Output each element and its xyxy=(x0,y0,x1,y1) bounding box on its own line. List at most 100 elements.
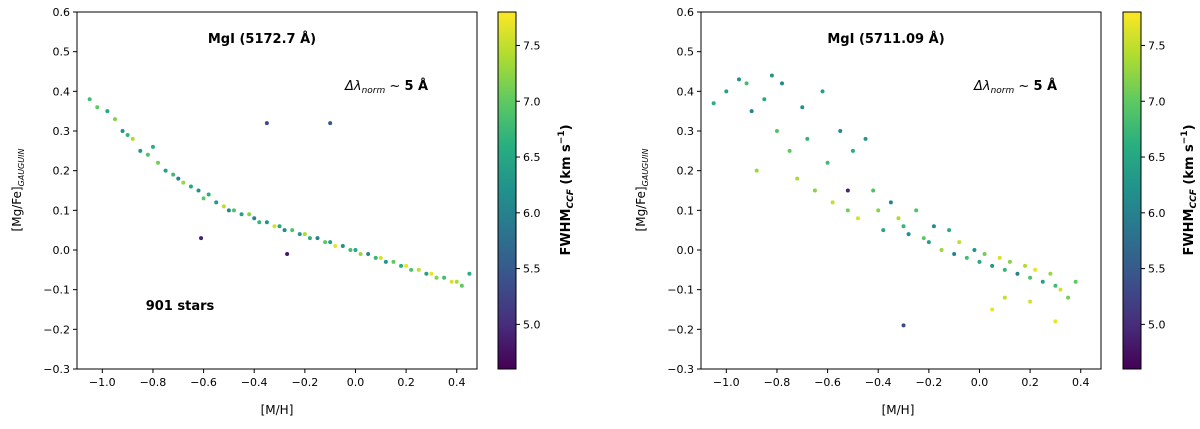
right-data-point xyxy=(787,148,792,153)
right-data-point xyxy=(881,228,886,233)
left-data-point xyxy=(138,148,143,153)
right-data-point xyxy=(947,228,952,233)
left-data-point xyxy=(264,121,269,126)
right-data-point xyxy=(1002,295,1007,300)
left-colorbar-tick-label: 5.0 xyxy=(523,318,541,331)
right-data-point xyxy=(724,89,729,94)
left-y-tick-label: 0.1 xyxy=(53,204,71,217)
left-data-point xyxy=(315,236,320,241)
left-data-point xyxy=(130,136,135,141)
left-data-point xyxy=(181,180,186,185)
right-data-point xyxy=(805,136,810,141)
left-data-point xyxy=(163,168,168,173)
left-data-point xyxy=(378,255,383,260)
right-data-point xyxy=(876,208,881,213)
left-data-point xyxy=(226,208,231,213)
left-points xyxy=(87,97,472,288)
right-data-point xyxy=(901,224,906,229)
left-data-point xyxy=(297,232,302,237)
right-data-point xyxy=(1053,319,1058,324)
left-data-point xyxy=(416,267,421,272)
right-scatter-panel: −1.0 −0.8 −0.6 −0.4 −0.2 0.0 0.2 0.4 −0.3−0.2−0… xyxy=(634,6,1199,417)
left-data-point xyxy=(358,251,363,256)
right-data-point xyxy=(795,176,800,181)
left-data-point xyxy=(201,196,206,201)
right-axes-frame xyxy=(700,11,1102,370)
left-data-point xyxy=(307,236,312,241)
right-data-point xyxy=(1015,271,1020,276)
left-data-point xyxy=(125,132,130,137)
right-data-point xyxy=(1023,263,1028,268)
left-x-tick-label: −0.2 xyxy=(291,376,318,389)
left-y-tick-label: 0.0 xyxy=(53,244,71,257)
left-x-ticks: −1.0 −0.8 −0.6 −0.4 −0.2 0.0 0.2 0.4 xyxy=(89,369,465,389)
left-x-tick-label: −0.4 xyxy=(241,376,268,389)
right-y-tick-label: −0.1 xyxy=(667,284,694,297)
left-x-tick-label: −0.8 xyxy=(140,376,167,389)
right-data-point xyxy=(977,259,982,264)
right-data-point xyxy=(1040,279,1045,284)
left-data-point xyxy=(383,259,388,264)
left-data-point xyxy=(252,216,257,221)
right-colorbar-tick-label: 5.5 xyxy=(1148,263,1166,276)
left-axes-frame xyxy=(76,11,478,370)
left-data-point xyxy=(247,212,252,217)
right-data-point xyxy=(845,208,850,213)
left-x-label: [M/H] xyxy=(261,403,294,417)
right-data-point xyxy=(939,248,944,252)
right-data-point xyxy=(972,248,977,252)
left-y-tick-label: −0.2 xyxy=(43,323,70,336)
left-data-point xyxy=(399,263,404,268)
right-data-point xyxy=(855,216,860,221)
right-x-tick-label: 0.0 xyxy=(971,376,989,389)
left-colorbar-ticks: 5.0 5.5 6.0 6.5 7.0 7.5 xyxy=(516,39,541,331)
right-x-tick-label: −0.2 xyxy=(915,376,942,389)
right-data-point xyxy=(1058,287,1063,292)
left-data-point xyxy=(95,105,100,110)
right-data-point xyxy=(845,188,850,193)
right-data-point xyxy=(825,160,830,165)
left-data-point xyxy=(348,248,353,252)
left-data-point xyxy=(424,271,429,276)
left-data-point xyxy=(257,220,262,225)
right-y-tick-label: −0.2 xyxy=(667,323,694,336)
right-data-point xyxy=(711,101,716,106)
right-y-tick-label: 0.6 xyxy=(677,6,695,19)
left-data-point xyxy=(221,204,226,209)
right-data-point xyxy=(830,200,835,205)
left-x-tick-label: −1.0 xyxy=(89,376,116,389)
right-annotation: Δλnorm ~ 5 Å xyxy=(973,78,1057,96)
left-data-point xyxy=(188,184,193,189)
right-data-point xyxy=(888,200,893,205)
right-y-tick-label: 0.5 xyxy=(677,46,695,59)
left-data-point xyxy=(272,224,277,229)
left-data-point xyxy=(409,267,414,272)
left-data-point xyxy=(404,263,409,268)
right-data-point xyxy=(964,255,969,260)
left-data-point xyxy=(231,208,236,213)
right-data-point xyxy=(774,129,779,133)
right-data-point xyxy=(914,208,919,213)
right-data-point xyxy=(1066,295,1071,300)
left-data-point xyxy=(105,109,110,114)
left-y-tick-label: −0.1 xyxy=(43,284,70,297)
left-colorbar-tick-label: 6.5 xyxy=(523,151,541,164)
left-data-point xyxy=(353,248,358,252)
right-data-point xyxy=(800,105,805,110)
right-data-point xyxy=(896,216,901,221)
left-data-point xyxy=(150,144,155,149)
right-data-point xyxy=(749,109,754,114)
right-y-tick-label: 0.2 xyxy=(677,165,695,178)
left-y-tick-label: 0.2 xyxy=(53,165,71,178)
left-y-tick-label: 0.4 xyxy=(53,85,71,98)
right-data-point xyxy=(754,168,759,173)
left-data-point xyxy=(112,117,117,122)
right-y-tick-label: 0.3 xyxy=(677,125,695,138)
right-data-point xyxy=(838,129,843,133)
left-data-point xyxy=(290,228,295,233)
right-y-label: [Mg/Fe]GAUGUIN xyxy=(634,149,650,232)
right-data-point xyxy=(780,81,785,86)
right-data-point xyxy=(1073,279,1078,284)
left-data-point xyxy=(171,172,176,177)
right-colorbar-tick-label: 7.5 xyxy=(1148,39,1166,52)
